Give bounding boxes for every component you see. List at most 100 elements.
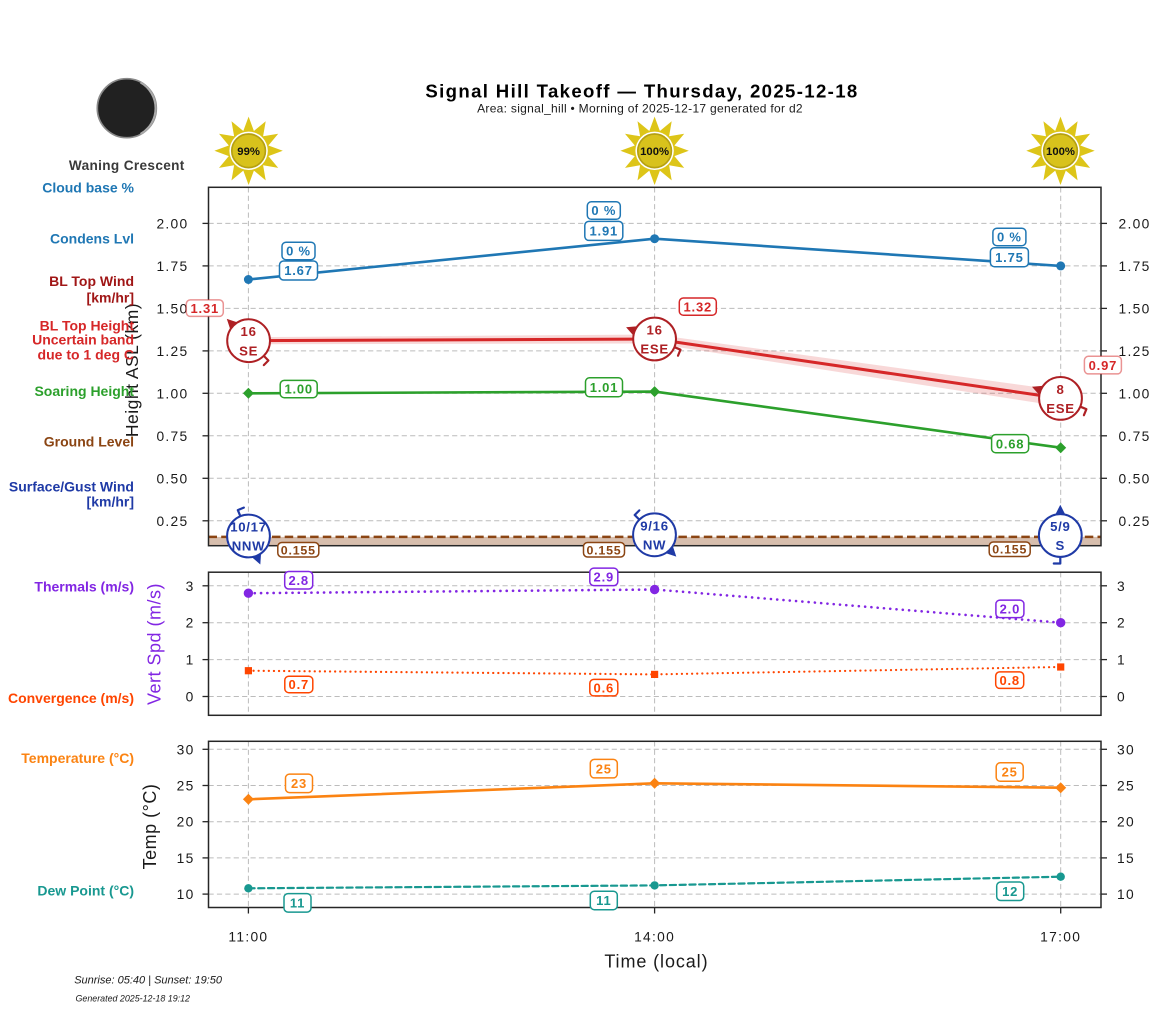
svg-text:0: 0: [186, 690, 195, 705]
svg-text:11: 11: [596, 893, 611, 908]
svg-text:0 %: 0 %: [286, 244, 311, 259]
svg-text:Soaring Height: Soaring Height: [34, 383, 134, 399]
svg-text:1.75: 1.75: [995, 250, 1024, 265]
svg-text:2.00: 2.00: [156, 216, 188, 231]
svg-text:1.01: 1.01: [590, 380, 619, 395]
svg-text:BL Top Wind: BL Top Wind: [49, 273, 134, 289]
svg-text:1.32: 1.32: [684, 299, 713, 314]
svg-text:Vert Spd (m/s): Vert Spd (m/s): [145, 583, 165, 705]
svg-text:1.00: 1.00: [284, 382, 313, 397]
svg-text:8: 8: [1056, 382, 1064, 397]
svg-text:0.50: 0.50: [156, 471, 188, 486]
svg-text:12: 12: [1002, 884, 1018, 899]
svg-text:2.9: 2.9: [594, 570, 614, 585]
svg-text:5/9: 5/9: [1050, 519, 1070, 534]
svg-text:0.25: 0.25: [156, 514, 188, 529]
svg-text:due to 1 deg C: due to 1 deg C: [38, 347, 134, 363]
svg-text:1.25: 1.25: [1119, 344, 1151, 359]
svg-text:[km/hr]: [km/hr]: [87, 494, 134, 510]
svg-text:1: 1: [186, 653, 195, 668]
svg-text:25: 25: [1002, 765, 1018, 780]
svg-text:30: 30: [1117, 742, 1135, 757]
svg-text:1.50: 1.50: [156, 301, 188, 316]
svg-text:Sunrise: 05:40 | Sunset: 19:50: Sunrise: 05:40 | Sunset: 19:50: [74, 975, 223, 987]
svg-text:20: 20: [177, 815, 195, 830]
svg-text:Dew Point (°C): Dew Point (°C): [37, 882, 134, 898]
svg-text:Uncertain band: Uncertain band: [32, 332, 134, 348]
svg-text:1: 1: [1117, 653, 1126, 668]
svg-text:1.67: 1.67: [284, 263, 313, 278]
svg-text:10: 10: [1117, 887, 1135, 902]
svg-text:1.75: 1.75: [1119, 259, 1151, 274]
svg-text:2.8: 2.8: [288, 573, 308, 588]
svg-text:NW: NW: [643, 537, 666, 552]
svg-text:1.91: 1.91: [590, 224, 619, 239]
svg-text:99%: 99%: [237, 146, 260, 158]
svg-text:Area: signal_hill • Morning of: Area: signal_hill • Morning of 2025-12-1…: [477, 102, 803, 116]
svg-text:Condens Lvl: Condens Lvl: [50, 231, 134, 247]
svg-text:Waning Crescent: Waning Crescent: [69, 158, 185, 173]
svg-text:SE: SE: [239, 343, 258, 358]
svg-text:16: 16: [241, 324, 257, 339]
svg-text:Time (local): Time (local): [604, 952, 708, 972]
svg-text:1.75: 1.75: [156, 259, 188, 274]
svg-text:0.75: 0.75: [1119, 429, 1151, 444]
svg-text:0.155: 0.155: [586, 543, 621, 557]
svg-text:0.155: 0.155: [281, 543, 316, 557]
svg-text:[km/hr]: [km/hr]: [87, 289, 134, 305]
svg-text:Cloud base %: Cloud base %: [42, 180, 134, 196]
svg-text:20: 20: [1117, 815, 1135, 830]
svg-text:ESE: ESE: [640, 342, 669, 357]
svg-text:0.68: 0.68: [996, 436, 1025, 451]
svg-text:9/16: 9/16: [640, 518, 668, 533]
svg-text:BL Top Height: BL Top Height: [40, 317, 135, 333]
svg-text:30: 30: [177, 742, 195, 757]
svg-text:25: 25: [596, 761, 612, 776]
svg-text:17:00: 17:00: [1040, 929, 1081, 944]
svg-text:Signal Hill Takeoff — Thursday: Signal Hill Takeoff — Thursday, 2025-12-…: [425, 81, 858, 102]
svg-text:0: 0: [1117, 690, 1126, 705]
svg-text:0.7: 0.7: [289, 677, 309, 692]
svg-text:0.50: 0.50: [1119, 471, 1151, 486]
svg-text:15: 15: [177, 851, 195, 866]
svg-text:0.155: 0.155: [992, 543, 1027, 557]
svg-text:S: S: [1056, 538, 1066, 553]
svg-text:Generated 2025-12-18 19:12: Generated 2025-12-18 19:12: [76, 994, 191, 1004]
svg-text:2: 2: [186, 616, 195, 631]
svg-text:Temp (°C): Temp (°C): [140, 784, 160, 870]
svg-text:16: 16: [647, 323, 663, 338]
svg-text:Surface/Gust Wind: Surface/Gust Wind: [9, 478, 134, 494]
svg-text:14:00: 14:00: [634, 929, 675, 944]
svg-text:100%: 100%: [1046, 146, 1075, 158]
svg-text:10/17: 10/17: [230, 520, 267, 535]
svg-text:Convergence (m/s): Convergence (m/s): [8, 690, 134, 706]
svg-text:0 %: 0 %: [997, 230, 1022, 245]
svg-text:1.00: 1.00: [1119, 386, 1151, 401]
svg-text:0.6: 0.6: [594, 680, 614, 695]
svg-text:2: 2: [1117, 616, 1126, 631]
svg-text:23: 23: [291, 776, 307, 791]
svg-text:Height ASL (km): Height ASL (km): [122, 303, 142, 437]
svg-text:1.50: 1.50: [1119, 301, 1151, 316]
svg-text:Ground Level: Ground Level: [44, 434, 134, 450]
svg-text:25: 25: [1117, 779, 1135, 794]
svg-text:11: 11: [290, 896, 305, 911]
svg-text:0 %: 0 %: [591, 203, 616, 218]
svg-text:2.0: 2.0: [1000, 602, 1020, 617]
svg-text:0.8: 0.8: [999, 673, 1019, 688]
svg-text:Thermals (m/s): Thermals (m/s): [34, 578, 134, 594]
svg-text:0.75: 0.75: [156, 429, 188, 444]
svg-text:10: 10: [177, 887, 195, 902]
svg-text:0.97: 0.97: [1089, 358, 1118, 373]
svg-text:Temperature (°C): Temperature (°C): [21, 750, 134, 766]
svg-text:0.25: 0.25: [1119, 514, 1151, 529]
svg-text:1.25: 1.25: [156, 344, 188, 359]
svg-text:25: 25: [177, 779, 195, 794]
svg-text:100%: 100%: [640, 146, 669, 158]
svg-text:1.00: 1.00: [156, 386, 188, 401]
svg-text:3: 3: [1117, 579, 1126, 594]
svg-text:15: 15: [1117, 851, 1135, 866]
svg-text:1.31: 1.31: [191, 301, 220, 316]
svg-text:2.00: 2.00: [1119, 216, 1151, 231]
svg-text:11:00: 11:00: [228, 929, 268, 944]
